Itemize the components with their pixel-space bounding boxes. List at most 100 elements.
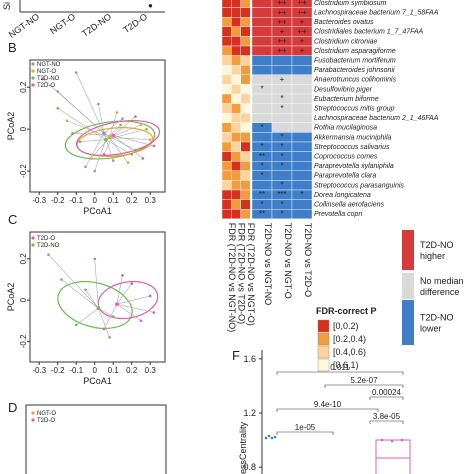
spider-line: [79, 139, 106, 143]
panel-letter: F: [232, 348, 240, 363]
point: [102, 152, 106, 156]
cell-mark: *: [280, 152, 283, 161]
fdr-cell: [231, 64, 241, 75]
row-label: Desulfovibrio piger: [314, 86, 373, 93]
column-label: T2D-NO vs T2D-O: [303, 223, 313, 297]
row-label: Bacteroides ovatus: [314, 19, 374, 26]
legend-label: [0,0.2): [333, 321, 359, 331]
fdr-cell: [240, 170, 251, 181]
point: [130, 152, 134, 156]
column-label: FDR (T2D-NO vs T2D-O): [236, 223, 246, 324]
spider-line: [116, 283, 132, 305]
fdr-cell: [231, 122, 241, 133]
cell-mark: *: [260, 161, 263, 170]
legend-label: [0.6,1): [333, 360, 359, 370]
point: [84, 288, 87, 292]
cell-mark: *: [260, 200, 263, 209]
point: [139, 123, 143, 127]
y-tick-label: 0: [19, 297, 28, 302]
row-label: Fusobacterium mortiferum: [314, 58, 396, 65]
fdr-cell: [221, 17, 232, 28]
direction-cell: [251, 7, 273, 18]
ellipse: [75, 120, 161, 156]
fdr-cell: [240, 93, 251, 104]
row-label: Dorea longicatena: [314, 192, 371, 199]
direction-cell: [251, 74, 273, 85]
x-tick-label: NGT-O: [48, 11, 77, 36]
fdr-cell: [240, 180, 251, 191]
cell-mark: *: [280, 181, 283, 190]
point: [267, 434, 271, 438]
cell-mark: ++: [297, 27, 307, 36]
direction-cell: [251, 36, 273, 47]
row-label: Paraprevotella clara: [314, 173, 376, 180]
legend-label: NGT-O: [37, 69, 56, 75]
direction-cell: [251, 55, 273, 66]
y-tick-label: 1.2: [243, 408, 256, 418]
fdr-cell: [221, 170, 232, 181]
legend-label: T2D-O: [37, 418, 55, 424]
x-axis-label: PCoA1: [83, 206, 112, 216]
cell-mark: ++: [277, 8, 287, 17]
direction-cell: [251, 180, 273, 191]
direction-cell: [271, 64, 293, 75]
direction-cell: [291, 64, 313, 75]
fdr-cell: [231, 132, 241, 143]
row-label: Collinsella aerofaciens: [314, 202, 385, 209]
p-value: 3.8e-05: [373, 412, 401, 421]
y-tick-label: -0.2: [19, 164, 28, 178]
row-label: Streptococcus mitis group: [314, 106, 395, 113]
legend-label: No median: [420, 276, 464, 286]
spider-line: [113, 116, 136, 136]
direction-cell: [251, 17, 273, 28]
column-label: FDR (T2D-NO vs NGT-O): [246, 223, 256, 326]
fdr-cell: [221, 122, 232, 133]
direction-cell: [291, 199, 313, 210]
x-tick-label: 0.3: [145, 196, 157, 205]
row-label: Clostridium symbiosum: [314, 0, 387, 7]
direction-cell: [271, 170, 293, 181]
cell-mark: **: [259, 209, 265, 218]
fdr-cell: [221, 208, 232, 219]
cell-mark: *: [260, 123, 263, 132]
spider-line: [76, 308, 99, 326]
fdr-cell: [221, 199, 232, 210]
spider-line: [72, 133, 114, 136]
legend-swatch: [31, 76, 35, 80]
fdr-cell: [231, 36, 241, 47]
bracket: [369, 396, 404, 400]
fdr-cell: [221, 112, 232, 123]
legend-label: T2D-NO: [37, 243, 60, 249]
cell-mark: +: [280, 27, 285, 36]
spider-line: [94, 139, 107, 172]
panel-letter: B: [8, 40, 17, 55]
spider-line: [105, 128, 147, 140]
fdr-cell: [231, 151, 241, 162]
x-tick-label: 0.1: [108, 366, 120, 375]
point: [111, 315, 115, 318]
spider-line: [109, 112, 118, 138]
legend-swatch: [317, 319, 330, 333]
direction-cell: [291, 180, 313, 191]
spider-line: [116, 303, 142, 321]
cell-mark: ++: [277, 17, 287, 26]
point: [141, 157, 145, 160]
point: [126, 161, 130, 164]
y-tick-label: 0.2: [19, 253, 28, 265]
cell-mark: ++: [297, 8, 307, 17]
spider-line: [103, 135, 114, 155]
row-label: Paraprevotella xylaniphila: [314, 163, 394, 170]
bracket: [276, 408, 379, 412]
fdr-cell: [231, 180, 241, 191]
spider-line: [116, 275, 123, 305]
legend-swatch: [402, 273, 414, 299]
legend-label: difference: [420, 287, 459, 297]
point: [78, 140, 82, 144]
fdr-cell: [240, 45, 251, 56]
legend-swatch: [402, 300, 414, 345]
legend-swatch: [31, 243, 35, 247]
legend-swatch: [317, 332, 330, 346]
fdr-cell: [240, 7, 251, 18]
point: [56, 90, 60, 93]
p-value: 1e-05: [295, 423, 316, 432]
